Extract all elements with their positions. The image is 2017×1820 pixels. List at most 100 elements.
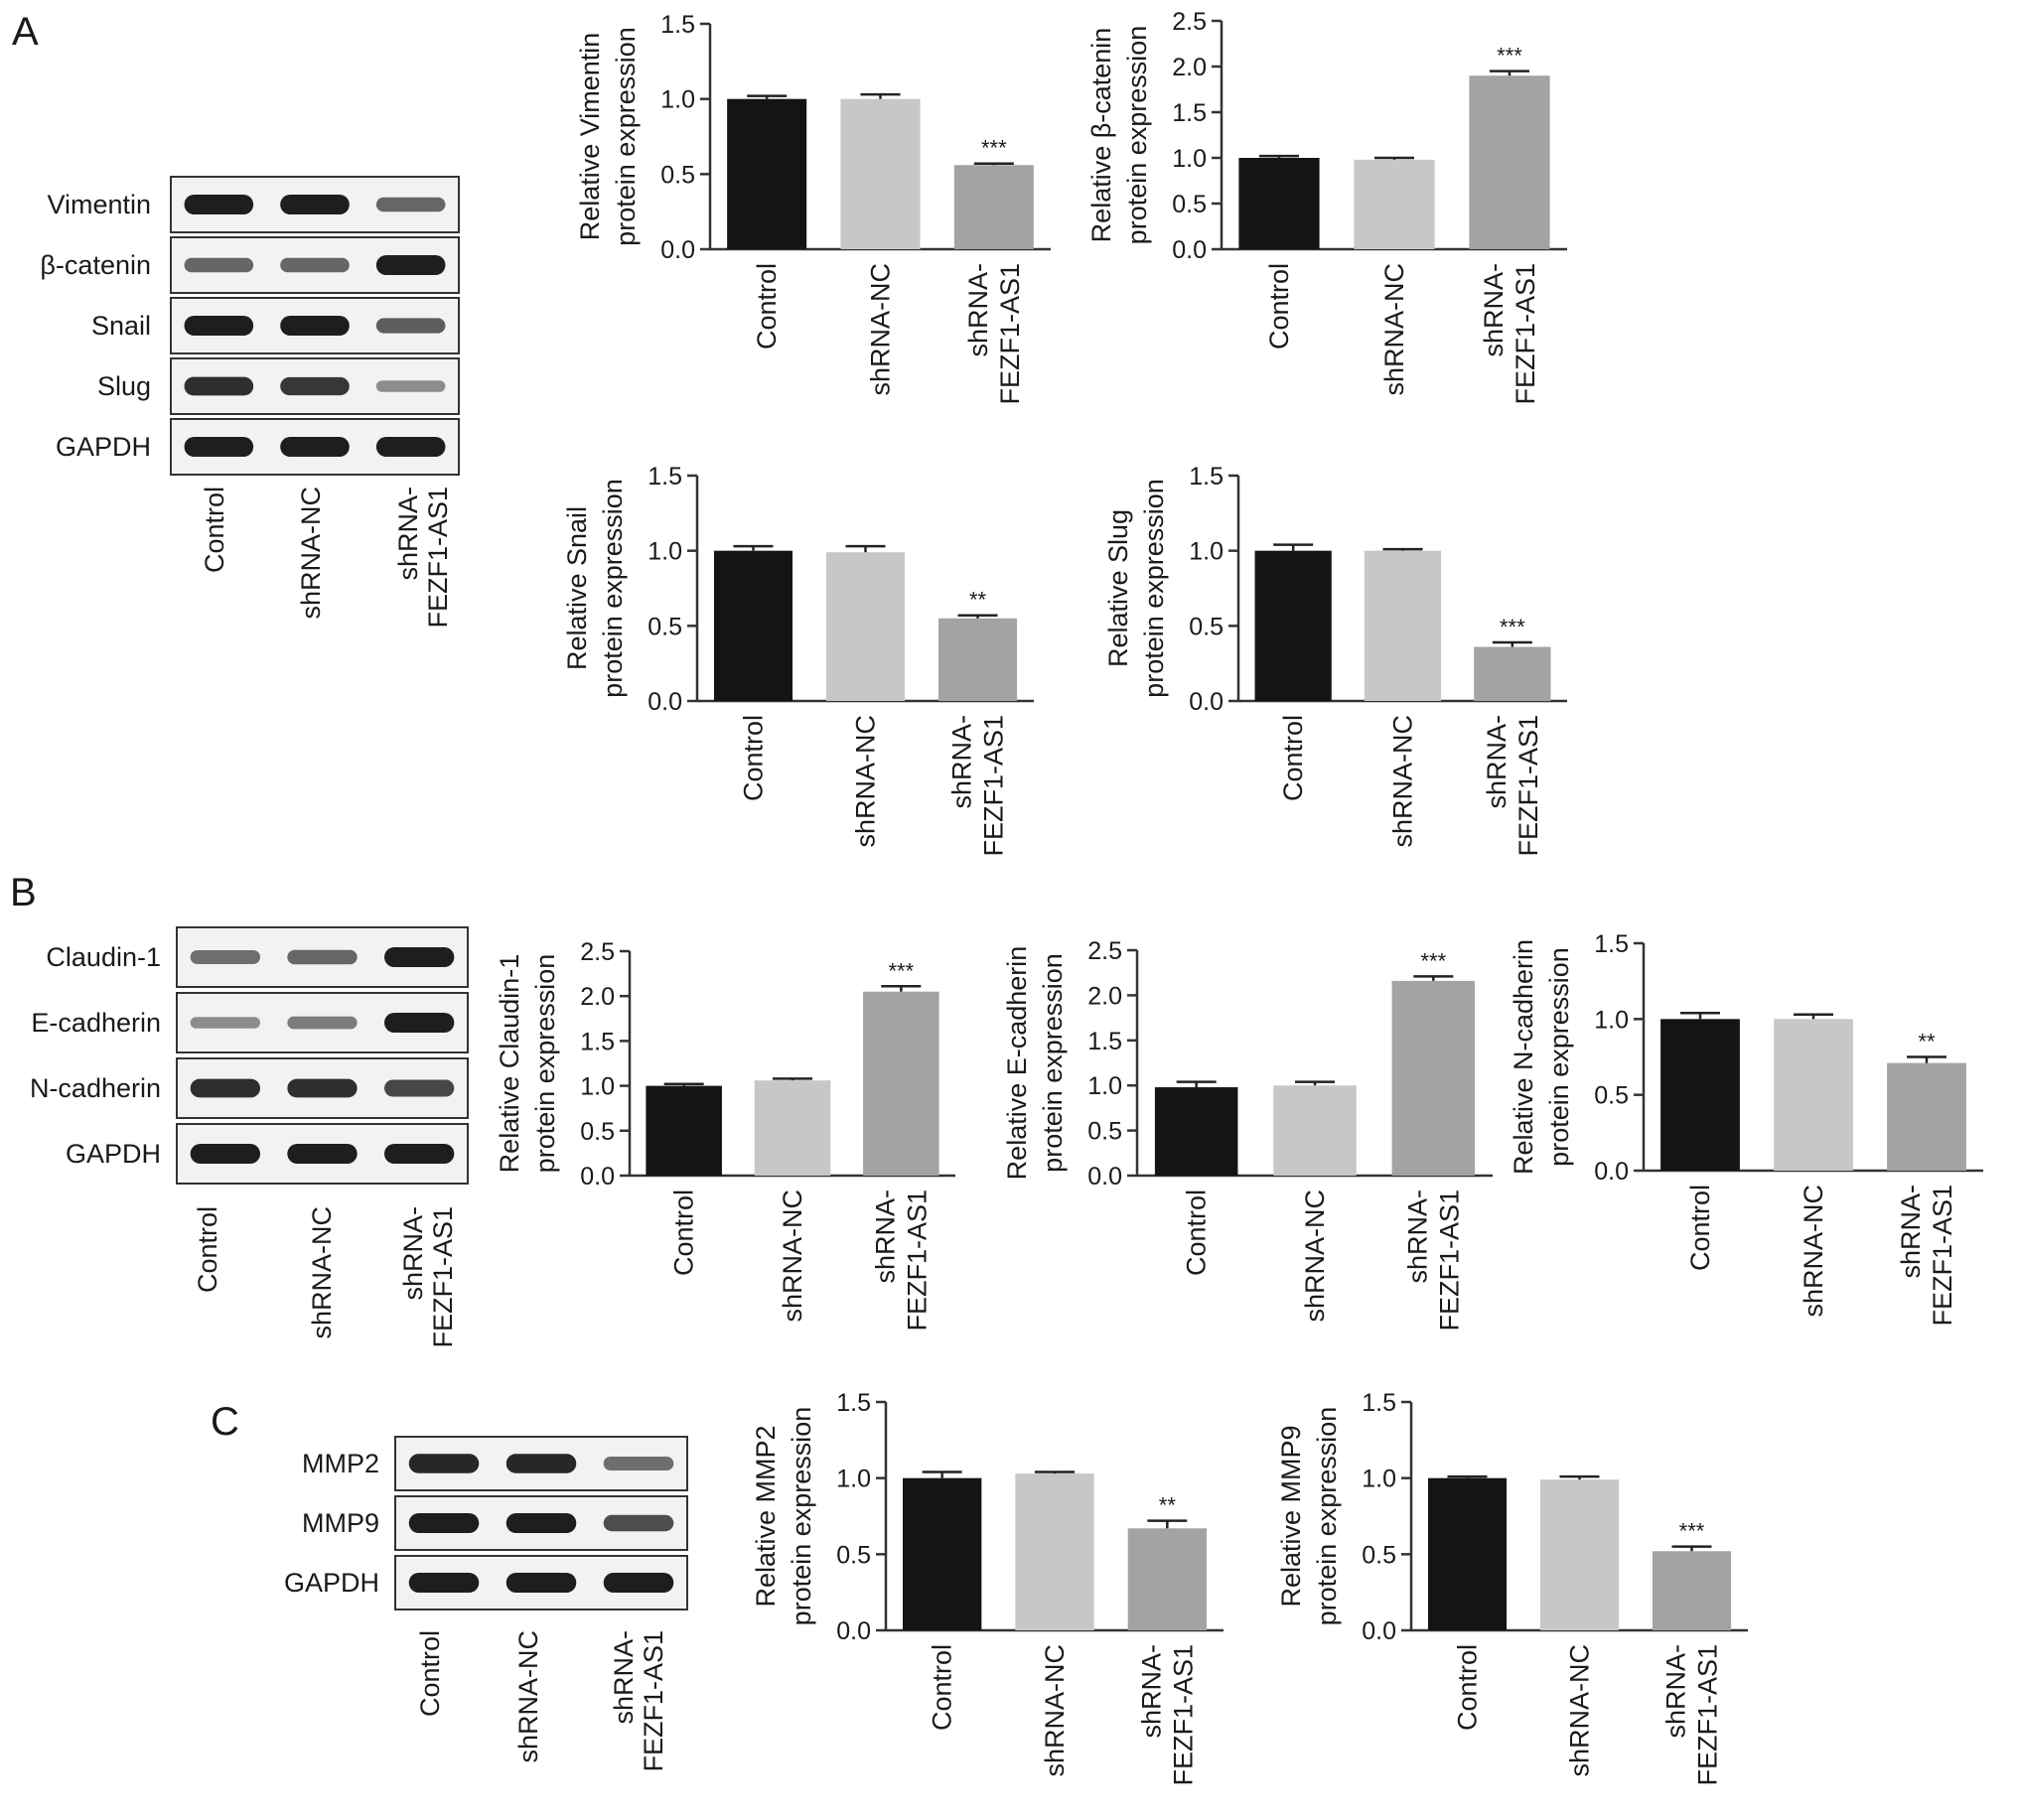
blot-band	[408, 1513, 480, 1533]
y-tick-label: 2.0	[580, 983, 615, 1011]
blot-label: MMP9	[302, 1508, 379, 1538]
y-tick-label: 1.5	[648, 463, 682, 490]
bar-shrna-fezf1-as1	[863, 991, 939, 1176]
panel-label-c: C	[211, 1400, 239, 1444]
y-axis-title: Relative β-catenin protein expression	[1086, 26, 1152, 245]
x-tick-label: Control	[1278, 715, 1308, 801]
y-tick-label: 1.0	[1172, 145, 1207, 173]
y-axis-title: Relative MMP9 protein expression	[1276, 1407, 1342, 1626]
blot-band	[408, 1573, 480, 1593]
y-tick-label: 0.0	[836, 1617, 871, 1645]
y-tick-label: 1.5	[1172, 99, 1207, 127]
blot-lane-label: Control	[193, 1206, 222, 1293]
bar-shrna-nc	[825, 552, 906, 701]
chart-relative-vimentin: 0.0 0.5 1.0 1.5 Relative Vimentin protein exp…	[575, 11, 1051, 405]
y-tick-label: 2.5	[1172, 8, 1207, 36]
blot-panel-b: Claudin-1 E-cadherin N-cadherin GAPDH Contro…	[30, 926, 469, 1348]
significance-label: ***	[1500, 615, 1525, 639]
panel-label-a: A	[12, 10, 39, 54]
significance-label: ***	[981, 136, 1007, 161]
x-tick-label: Control	[1453, 1644, 1483, 1731]
blot-band	[190, 1078, 260, 1098]
bar-shrna-fezf1-as1	[1127, 1528, 1207, 1630]
blot-band	[505, 1573, 577, 1593]
bar-control	[1254, 550, 1332, 701]
blot-band	[287, 1078, 358, 1098]
bar-control	[646, 1085, 722, 1176]
bar-control	[903, 1477, 982, 1630]
blot-label: Snail	[91, 311, 151, 341]
bar-shrna-nc	[1774, 1019, 1853, 1171]
y-tick-label: 0.5	[1362, 1541, 1396, 1569]
significance-label: **	[1159, 1493, 1177, 1518]
blot-label: GAPDH	[66, 1139, 161, 1169]
bar-control	[1660, 1019, 1740, 1171]
y-tick-label: 0.0	[1172, 236, 1207, 264]
blot-band	[184, 437, 254, 457]
y-tick-label: 0.0	[1087, 1163, 1122, 1190]
y-tick-label: 1.5	[1087, 1028, 1122, 1055]
bar-control	[1154, 1087, 1238, 1176]
blot-label: E-cadherin	[31, 1008, 161, 1038]
bar-shrna-nc	[840, 98, 921, 250]
x-tick-label: shRNA-FEZF1-AS1	[963, 263, 1025, 405]
x-tick-label: shRNA-FEZF1-AS1	[1661, 1644, 1723, 1786]
blot-lane-label: Control	[415, 1630, 445, 1717]
y-tick-label: 2.5	[580, 938, 615, 966]
blot-label: β-catenin	[40, 250, 151, 280]
significance-label: ***	[1420, 948, 1446, 973]
x-tick-label: Control	[1685, 1185, 1715, 1271]
blot-band	[280, 257, 350, 273]
blot-lane-label: shRNA-NC	[296, 487, 326, 620]
y-tick-label: 1.0	[580, 1073, 615, 1101]
bar-shrna-fezf1-as1	[1469, 75, 1550, 249]
y-tick-label: 1.5	[1594, 930, 1629, 958]
y-tick-label: 0.0	[660, 236, 695, 264]
x-tick-label: shRNA-NC	[1388, 715, 1418, 848]
blot-band	[408, 1454, 480, 1473]
y-tick-label: 2.0	[1087, 982, 1122, 1010]
bar-control	[1238, 158, 1320, 249]
blot-label: MMP2	[302, 1449, 379, 1478]
chart-relative-claudin-1: 0.0 0.5 1.0 1.5 2.0 2.5 Relative Claudin-1 prot…	[495, 938, 955, 1331]
y-tick-label: 1.0	[1594, 1006, 1629, 1034]
bar-shrna-nc	[1015, 1473, 1094, 1630]
bar-control	[1427, 1477, 1508, 1630]
blot-band	[603, 1573, 674, 1593]
x-tick-label: shRNA-NC	[1799, 1185, 1828, 1318]
y-tick-label: 1.5	[836, 1389, 871, 1417]
bar-charts: 0.0 0.5 1.0 1.5 Relative Vimentin protein exp…	[495, 8, 1983, 1786]
blot-band	[280, 316, 350, 336]
blot-label: Slug	[97, 371, 151, 401]
blot-label: GAPDH	[56, 432, 151, 462]
blot-band	[375, 437, 446, 457]
bar-shrna-fezf1-as1	[937, 618, 1018, 701]
blot-band	[184, 195, 254, 214]
y-tick-label: 1.5	[660, 11, 695, 39]
y-tick-label: 0.0	[1362, 1617, 1396, 1645]
y-tick-label: 1.0	[648, 538, 682, 566]
blot-band	[384, 947, 455, 967]
y-tick-label: 0.0	[1189, 688, 1224, 716]
y-tick-label: 0.0	[648, 688, 682, 716]
blot-lane-label: shRNA-FEZF1-AS1	[609, 1630, 668, 1772]
y-tick-label: 0.5	[648, 613, 682, 640]
blot-lane-label: shRNA-NC	[513, 1630, 543, 1763]
panel-label-b: B	[10, 871, 37, 914]
y-axis-title: Relative Snail protein expression	[562, 479, 628, 698]
blot-band	[280, 195, 350, 214]
bar-shrna-fezf1-as1	[1391, 980, 1476, 1176]
y-tick-label: 1.5	[580, 1028, 615, 1055]
bar-control	[727, 98, 807, 250]
y-tick-label: 1.0	[1087, 1072, 1122, 1100]
chart-relative-n-cadherin: 0.0 0.5 1.0 1.5 Relative N-cadherin protein e…	[1509, 930, 1983, 1327]
y-tick-label: 0.5	[1087, 1118, 1122, 1146]
blot-band	[384, 1013, 455, 1033]
blot-band	[375, 318, 446, 334]
x-tick-label: shRNA-NC	[1379, 263, 1409, 396]
blot-band	[190, 950, 260, 964]
x-tick-label: shRNA-FEZF1-AS1	[947, 715, 1009, 857]
blot-band	[184, 257, 254, 273]
blot-band	[190, 1144, 260, 1164]
y-axis-title: Relative MMP2 protein expression	[751, 1407, 816, 1626]
